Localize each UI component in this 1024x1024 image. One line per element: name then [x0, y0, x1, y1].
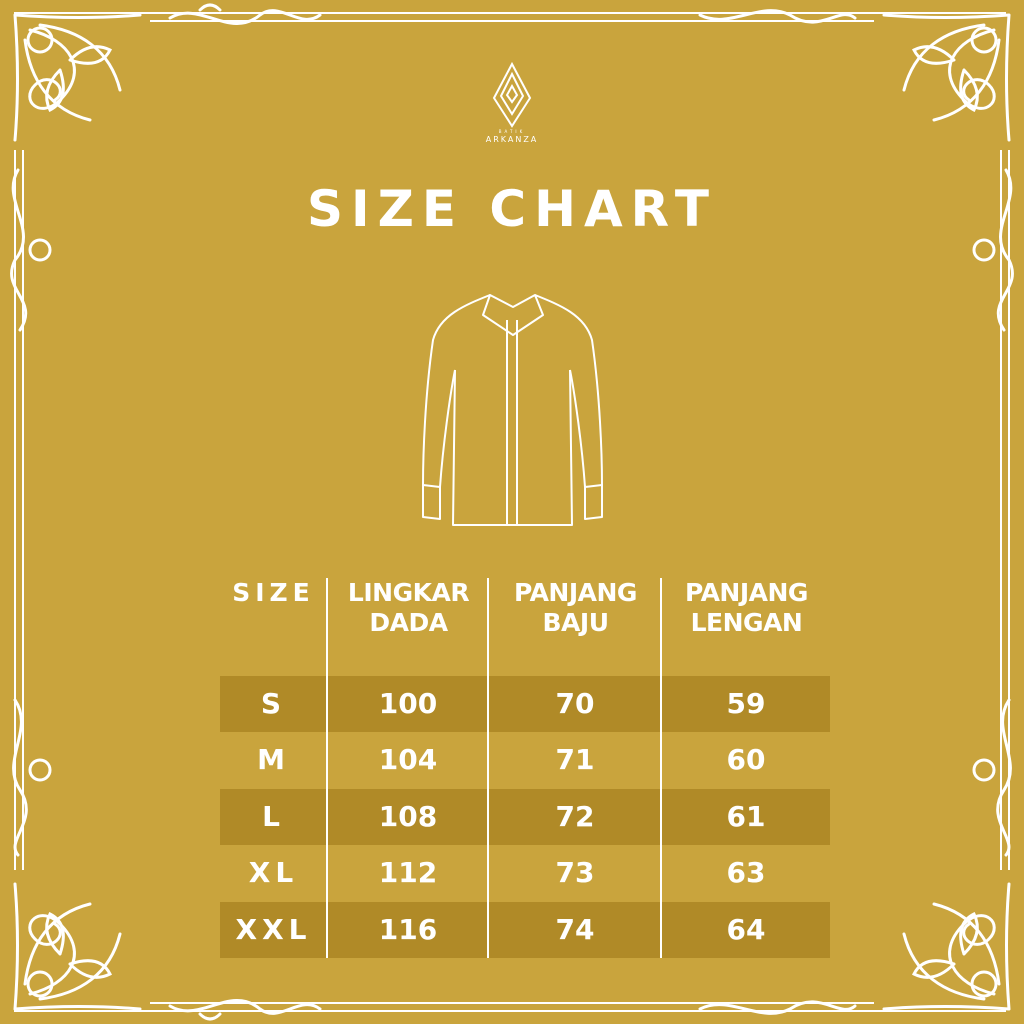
- table-cell: 61: [726, 799, 766, 833]
- table-cell: 104: [378, 743, 438, 777]
- table-cell: 100: [378, 687, 438, 720]
- shirt-icon: [422, 294, 603, 526]
- column-divider: [660, 578, 662, 958]
- header-text: DADA: [369, 608, 448, 637]
- table-cell: 63: [726, 856, 766, 890]
- table-cell: 116: [378, 912, 438, 946]
- table-cell: XL: [248, 856, 299, 890]
- header-text: BAJU: [542, 608, 609, 637]
- outer-frame: [14, 12, 1006, 1012]
- table-cell: 59: [726, 687, 766, 720]
- table-row: L 108 72 61: [220, 788, 830, 845]
- table-row: S 100 70 59: [220, 676, 830, 732]
- header-text: LENGAN: [690, 608, 803, 637]
- page-title: SIZE CHART: [306, 180, 718, 238]
- table-cell: M: [257, 743, 290, 777]
- table-cell: S: [260, 687, 287, 720]
- header-text: LINGKAR: [347, 578, 470, 607]
- table-row: M 104 71 60: [220, 732, 830, 788]
- column-divider: [326, 578, 328, 958]
- table-cell: XXL: [235, 912, 312, 946]
- header-lingkar-dada: LINGKAR DADA: [329, 578, 488, 638]
- table-row: XXL 116 74 64: [220, 901, 830, 958]
- table-cell: L: [262, 799, 285, 833]
- brand-logo-icon: [492, 62, 532, 128]
- table-cell: 73: [555, 856, 595, 890]
- header-panjang-lengan: PANJANG LENGAN: [663, 578, 830, 638]
- table-cell: 74: [555, 912, 595, 946]
- header-size: SIZE: [220, 578, 327, 608]
- outer-frame-sides: [14, 150, 1010, 870]
- brand-small-text: BATIK: [498, 129, 526, 134]
- table-row: XL 112 73 63: [220, 845, 830, 901]
- header-panjang-baju: PANJANG BAJU: [490, 578, 661, 638]
- header-text: PANJANG: [685, 578, 808, 607]
- inner-frame-sides: [22, 150, 1002, 870]
- column-divider: [487, 578, 489, 958]
- inner-frame-top: [150, 20, 874, 1004]
- table-cell: 112: [378, 856, 438, 890]
- table-cell: 72: [555, 799, 595, 833]
- table-cell: 60: [726, 743, 766, 777]
- header-text: SIZE: [232, 578, 315, 607]
- table-cell: 108: [378, 799, 438, 833]
- table-cell: 64: [726, 912, 766, 946]
- table-cell: 70: [555, 687, 595, 720]
- header-text: PANJANG: [514, 578, 637, 607]
- brand-name: ARKANZA: [485, 135, 539, 144]
- table-cell: 71: [555, 743, 595, 777]
